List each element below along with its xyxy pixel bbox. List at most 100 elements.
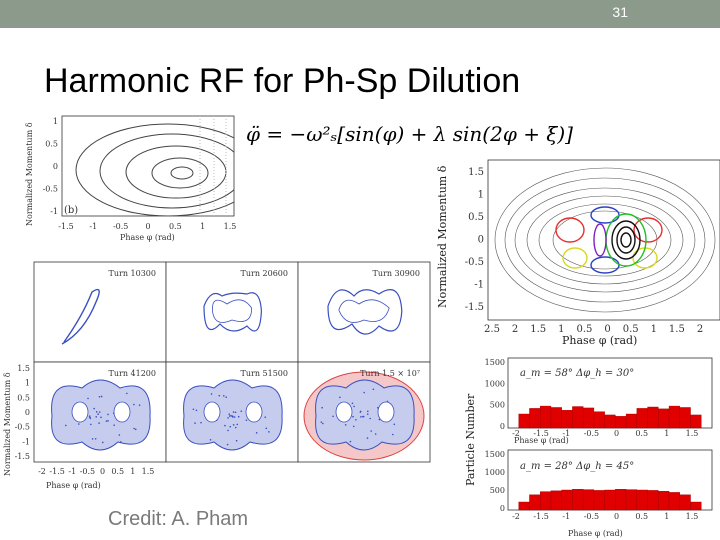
histogram-bar [582, 489, 595, 511]
right-x-tick: 2 [512, 324, 518, 335]
y-tick-label: 1 [53, 117, 58, 126]
particle-point [90, 423, 92, 426]
particle-point [232, 411, 235, 413]
hist-x-tick: -1 [562, 512, 570, 521]
top-bar: 31 [0, 0, 720, 28]
hist-x-axis-label-bottom: Phase φ (rad) [568, 529, 623, 538]
histogram-bar [636, 489, 648, 511]
particle-point [363, 391, 365, 394]
histogram-bar [658, 408, 670, 429]
right-frame [487, 159, 720, 321]
x-tick-label: -1.5 [58, 222, 73, 231]
particle-filament [61, 288, 100, 345]
right-x-tick: 1.5 [669, 324, 685, 335]
histogram-bar [550, 490, 562, 511]
hist-x-tick: -0.5 [584, 429, 599, 438]
credit-text: Credit: A. Pham [108, 508, 249, 530]
right-y-tick: -1 [474, 280, 484, 291]
y-tick-label: -0.5 [43, 185, 58, 194]
particle-point [360, 416, 362, 418]
y-tick-label: -1 [50, 207, 58, 216]
histogram-bar [604, 414, 616, 429]
particle-point [101, 441, 104, 444]
histogram-bar [518, 413, 530, 429]
right-y-tick: 0 [478, 235, 484, 246]
turn-panel: Turn 20600 [165, 261, 299, 363]
y-axis-label: Normalized Momentum δ [25, 122, 34, 226]
histogram-bar [647, 490, 659, 511]
turn-y-tick: -1 [22, 437, 30, 446]
hist-y-tick: 1500 [485, 358, 505, 367]
particle-filament [203, 292, 263, 332]
y-tick-label: 0.5 [45, 140, 58, 149]
right-y-tick: 1.5 [468, 167, 484, 178]
particle-point [359, 410, 362, 413]
histogram-bar [658, 491, 670, 511]
particle-point [352, 415, 354, 418]
hist-y-tick: 500 [490, 401, 505, 410]
particle-point [351, 402, 354, 405]
orbit-curve [170, 166, 194, 180]
turn-label: Turn 30900 [373, 269, 420, 278]
particle-point [321, 406, 323, 409]
particle-point [218, 394, 221, 397]
right-y-tick: 0.5 [468, 212, 484, 223]
hist-x-tick: -1.5 [533, 512, 548, 521]
turn-panel: Turn 1.5 × 10⁷ [297, 361, 431, 463]
histogram-bar [647, 406, 659, 429]
particle-point [119, 441, 122, 443]
histogram-bar [529, 408, 541, 429]
turn-x-tick: 1.5 [142, 467, 155, 476]
particle-point [95, 411, 98, 413]
particle-point [322, 422, 324, 425]
turn-x-axis-label: Phase φ (rad) [46, 481, 101, 490]
orbit-curve [99, 133, 234, 209]
right-plot: 1.510.50-0.5-1-1.5 2.5 2 1.5 1 0.5 0 0.5 1 1.5 2 … [436, 159, 720, 347]
histogram-bar [668, 405, 680, 429]
particle-point [370, 430, 372, 432]
histogram-bar [615, 489, 627, 511]
right-x-tick: 1 [651, 324, 657, 335]
hist-y-tick: 1000 [485, 379, 505, 388]
hist-x-tick: 0.5 [635, 429, 648, 438]
right-x-axis-label: Phase φ (rad) [562, 334, 637, 347]
histogram-bar [668, 492, 680, 511]
turn-x-tick: 1 [130, 467, 135, 476]
particle-distribution [183, 379, 283, 451]
particle-point [87, 397, 89, 400]
core-black [611, 220, 641, 260]
turn-x-tick: -1 [68, 467, 76, 476]
particle-point [268, 431, 270, 433]
hist-x-tick: 0 [614, 512, 619, 521]
particle-point [393, 423, 396, 426]
particle-point [100, 416, 102, 419]
turn-panels: Turn 10300 Turn 20600 Turn 30900 Turn 41200… [3, 261, 431, 490]
hist-y-tick: 1000 [485, 468, 505, 477]
x-tick-label: 0 [145, 222, 150, 231]
particle-point [349, 440, 352, 443]
particle-point [232, 424, 235, 426]
particle-filament [338, 299, 390, 323]
histogram-bar [679, 494, 691, 511]
particle-point [209, 438, 212, 441]
particle-point [194, 422, 196, 424]
slide-title: Harmonic RF for Ph-Sp Dilution [44, 62, 521, 100]
hist-x-tick: -1.5 [533, 429, 548, 438]
particle-point [97, 413, 99, 415]
island-hole [245, 401, 263, 423]
right-x-tick: 2 [697, 324, 703, 335]
right-x-tick: 1 [558, 324, 564, 335]
histogram-bar [593, 490, 605, 511]
particle-point [372, 388, 375, 391]
turn-x-tick: -1.5 [49, 467, 64, 476]
right-x-tick: 0.5 [623, 324, 639, 335]
particle-point [234, 426, 237, 429]
particle-point [235, 439, 238, 442]
hist-y-tick: 1500 [485, 450, 505, 459]
orbit-curve [526, 195, 684, 285]
turn-label: Turn 1.5 × 10⁷ [360, 369, 420, 378]
histogram-bar [529, 494, 541, 511]
orbit-curve [504, 177, 706, 303]
